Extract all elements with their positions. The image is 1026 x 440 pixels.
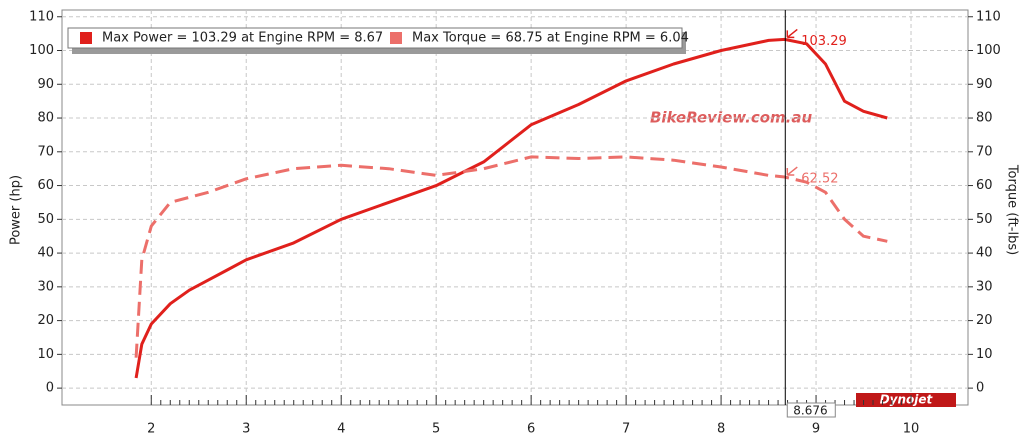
- y-tick-label: 30: [37, 279, 54, 294]
- y2-axis-label: Torque (ft-lbs): [1005, 164, 1020, 255]
- series-line: [134, 155, 888, 358]
- y2-tick-label: 70: [976, 144, 993, 159]
- y2-tick-label: 90: [976, 77, 993, 92]
- y-tick-label: 0: [46, 381, 54, 396]
- logo: Dynojet: [880, 393, 934, 407]
- x-tick-label: 8: [717, 422, 725, 437]
- x-tick-label: 7: [622, 422, 630, 437]
- legend-swatch: [80, 32, 92, 44]
- series-line: [134, 37, 888, 379]
- y-tick-label: 70: [37, 144, 54, 159]
- x-tick-label: 10: [903, 422, 920, 437]
- x-tick-label: 4: [337, 422, 345, 437]
- watermark: BikeReview.com.au: [650, 109, 813, 127]
- cursor-label-box: [786, 402, 836, 418]
- y-tick-label: 50: [37, 212, 54, 227]
- legend-swatch: [390, 32, 402, 44]
- x-tick-label: 3: [242, 422, 250, 437]
- y2-tick-label: 20: [976, 313, 993, 328]
- y2-tick-label: 100: [976, 43, 1001, 58]
- y2-tick-label: 0: [976, 381, 984, 396]
- cursor-power-label: 103.29: [801, 34, 847, 49]
- y2-tick-label: 10: [976, 347, 993, 362]
- x-tick-label: 6: [527, 422, 535, 437]
- y2-tick-label: 60: [976, 178, 993, 193]
- y-tick-label: 60: [37, 178, 54, 193]
- cursor-torque-label: 62.52: [801, 172, 838, 187]
- y-tick-label: 100: [29, 43, 54, 58]
- y-tick-label: 80: [37, 111, 54, 126]
- logo-box: [856, 393, 956, 407]
- legend-label: Max Power = 103.29 at Engine RPM = 8.67: [102, 31, 383, 46]
- plot-area: [61, 9, 969, 406]
- y2-tick-label: 30: [976, 279, 993, 294]
- cursor-arrow: [786, 166, 798, 176]
- y-tick-label: 110: [29, 9, 54, 24]
- x-tick-label: 2: [147, 422, 155, 437]
- y-tick-label: 40: [37, 246, 54, 261]
- x-tick-label: 5: [432, 422, 440, 437]
- y-axis-label: Power (hp): [9, 175, 24, 245]
- x-tick-label: 9: [812, 422, 820, 437]
- y2-tick-label: 80: [976, 111, 993, 126]
- y2-tick-label: 50: [976, 212, 993, 227]
- y-tick-label: 20: [37, 313, 54, 328]
- cursor-arrow: [786, 28, 798, 39]
- legend-label: Max Torque = 68.75 at Engine RPM = 6.04: [412, 31, 689, 46]
- legend-box: [67, 27, 683, 49]
- y2-tick-label: 40: [976, 246, 993, 261]
- y2-tick-label: 110: [976, 9, 1001, 24]
- y-tick-label: 90: [37, 77, 54, 92]
- y-tick-label: 10: [37, 347, 54, 362]
- cursor-label: 8.676: [793, 404, 827, 418]
